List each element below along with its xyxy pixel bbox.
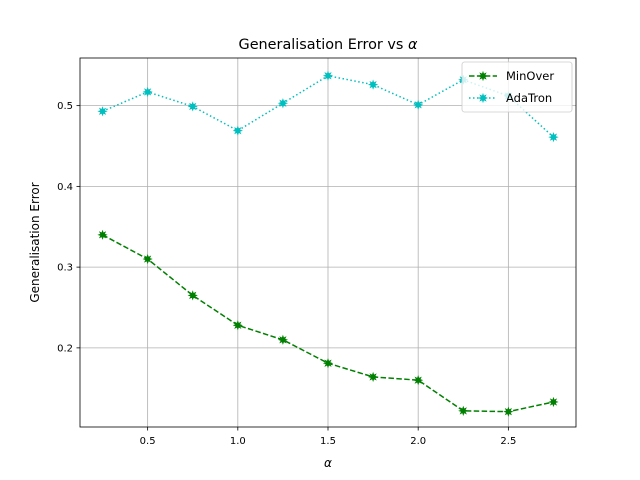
series-minover xyxy=(97,229,559,417)
data-point-minover xyxy=(367,371,379,383)
y-tick-label: 0.4 xyxy=(57,182,73,193)
x-tick-label: 2.0 xyxy=(410,436,426,447)
data-point-adatron xyxy=(232,125,243,136)
y-tick-label: 0.5 xyxy=(57,101,73,112)
grid xyxy=(80,58,576,427)
data-point-minover xyxy=(187,290,198,301)
data-point-minover xyxy=(458,405,469,416)
y-tick-label: 0.2 xyxy=(57,343,73,354)
x-axis: 0.5 1.0 1.5 2.0 2.5 xyxy=(140,427,516,447)
data-point-adatron xyxy=(142,86,153,98)
data-point-minover xyxy=(97,229,108,240)
x-tick-label: 1.0 xyxy=(230,436,246,447)
data-point-adatron xyxy=(322,70,334,81)
y-axis: 0.2 0.3 0.4 0.5 xyxy=(57,101,80,354)
data-point-minover xyxy=(503,406,514,417)
chart-title: Generalisation Error vs α xyxy=(239,37,418,53)
data-point-minover xyxy=(322,358,334,369)
legend: MinOver AdaTron xyxy=(461,61,573,113)
data-point-adatron xyxy=(548,132,559,143)
x-tick-label: 0.5 xyxy=(140,436,156,447)
legend-box xyxy=(461,61,573,113)
chart-title-symbol: α xyxy=(408,37,418,53)
data-point-minover xyxy=(277,334,289,345)
data-point-adatron xyxy=(97,106,108,117)
y-tick-label: 0.3 xyxy=(57,263,73,274)
data-point-adatron xyxy=(277,98,289,109)
x-axis-label: α xyxy=(324,456,332,470)
data-point-adatron xyxy=(413,99,424,110)
legend-label-adatron: AdaTron xyxy=(506,91,552,105)
legend-marker-adatron xyxy=(477,92,489,104)
data-point-minover xyxy=(232,320,243,331)
y-axis-label: Generalisation Error xyxy=(28,182,42,302)
data-point-adatron xyxy=(187,101,198,112)
chart-title-text: Generalisation Error vs xyxy=(239,37,408,53)
legend-label-minover: MinOver xyxy=(506,69,554,83)
data-point-minover xyxy=(548,396,559,408)
x-tick-label: 2.5 xyxy=(500,436,516,447)
data-point-adatron xyxy=(367,79,379,90)
x-tick-label: 1.5 xyxy=(320,436,336,447)
legend-marker-minover xyxy=(477,70,489,82)
data-point-minover xyxy=(413,375,424,386)
data-point-minover xyxy=(142,253,153,265)
